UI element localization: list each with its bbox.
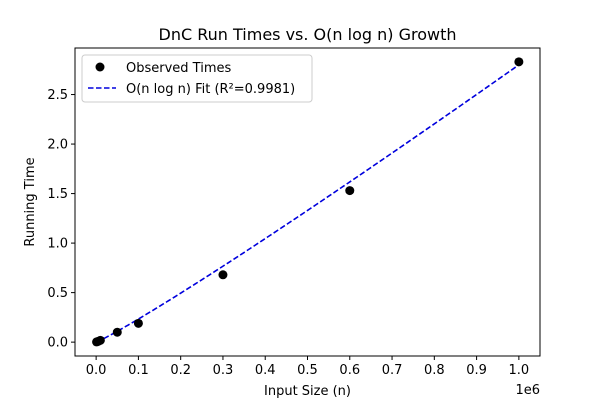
points-layer: [92, 57, 524, 347]
y-axis-label: Running Time: [23, 157, 38, 246]
data-point: [345, 186, 355, 196]
y-tick-label: 1.0: [47, 237, 68, 252]
data-point: [95, 335, 105, 345]
y-tick-label: 1.5: [47, 187, 68, 202]
x-tick-label: 0.8: [424, 363, 445, 378]
data-point: [218, 270, 228, 280]
y-tick-label: 2.5: [47, 88, 68, 103]
data-point: [514, 57, 524, 67]
data-point: [133, 318, 143, 328]
plot-area: 0.0 0.1 0.2 0.3 0.4 0.5 0.6 0.7 0.8 0.9 1.0 0.0 0.5…: [47, 47, 541, 378]
legend: Observed Times O(n log n) Fit (R²=0.9981…: [81, 54, 313, 103]
y-axis: 0.0 0.5 1.0 1.5 2.0 2.5: [47, 88, 75, 351]
legend-box: [81, 54, 313, 103]
y-tick-label: 2.0: [47, 138, 68, 153]
x-tick-label: 0.9: [466, 363, 487, 378]
legend-label-fit-line: O(n log n) Fit (R²=0.9981): [126, 82, 295, 97]
x-tick-label: 0.1: [128, 363, 149, 378]
x-axis-label: Input Size (n): [264, 384, 351, 399]
legend-label-observed-times: Observed Times: [126, 61, 231, 76]
y-tick-label: 0.0: [47, 336, 68, 351]
y-tick-label: 0.5: [47, 286, 68, 301]
x-axis: 0.0 0.1 0.2 0.3 0.4 0.5 0.6 0.7 0.8 0.9 1.0: [86, 356, 529, 378]
fit-line-layer: [96, 64, 520, 343]
fit-line: [96, 64, 520, 343]
x-axis-offset-label: 1e6: [515, 383, 540, 398]
x-tick-label: 1.0: [509, 363, 530, 378]
x-tick-label: 0.0: [86, 363, 107, 378]
x-tick-label: 0.2: [170, 363, 191, 378]
x-tick-label: 0.7: [382, 363, 403, 378]
data-point: [112, 327, 122, 337]
x-tick-label: 0.3: [213, 363, 234, 378]
chart-title: DnC Run Times vs. O(n log n) Growth: [159, 25, 457, 44]
x-tick-label: 0.5: [297, 363, 318, 378]
legend-marker-observed-times: [95, 62, 105, 72]
x-tick-label: 0.4: [255, 363, 276, 378]
x-tick-label: 0.6: [339, 363, 360, 378]
